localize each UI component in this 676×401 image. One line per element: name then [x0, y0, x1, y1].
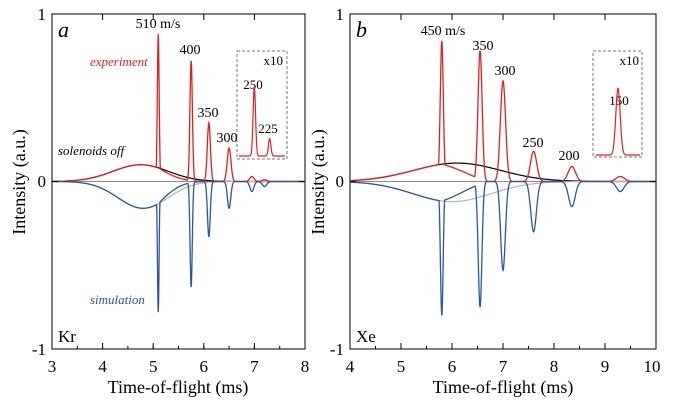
inset-scale-label: x10	[264, 53, 284, 68]
panel-b-x-tick-label: 10	[644, 357, 661, 376]
panel-b: 4 5 6 7 8 9 10 -1 0 1 Time-of-flight (ms…	[308, 5, 661, 398]
experiment-label: experiment	[90, 54, 148, 69]
panel-b-simulation-curve	[349, 180, 656, 316]
panel-b-letter: b	[356, 17, 367, 42]
inset-scale-label: x10	[620, 53, 640, 68]
panel-a-y-axis-title: Intensity (a.u.)	[9, 129, 30, 234]
panel-a-y-tick-label: 0	[38, 172, 47, 191]
panel-a-solenoids-off-curve	[52, 164, 305, 183]
panel-b-x-tick-label: 9	[601, 357, 610, 376]
panel-b-y-tick-label: -1	[330, 340, 344, 359]
panel-b-x-tick-label: 8	[550, 357, 559, 376]
panel-b-solenoids-off-simulation-curve	[349, 180, 656, 203]
peak-label: 350	[198, 106, 219, 121]
panel-a-element-label: Kr	[58, 327, 76, 346]
peak-label: 510 m/s	[136, 17, 181, 32]
panel-b-experiment-curve	[349, 40, 656, 183]
panel-a-x-tick-label: 3	[48, 357, 57, 376]
panel-b-element-label: Xe	[356, 327, 376, 346]
panel-a-x-tick-label: 6	[200, 357, 209, 376]
panel-b-y-axis-title: Intensity (a.u.)	[308, 129, 329, 234]
panel-b-x-tick-label: 4	[346, 357, 355, 376]
panel-b-x-tick-label: 5	[397, 357, 406, 376]
inset-peak-label: 225	[258, 121, 278, 136]
panel-a-x-tick-label: 5	[149, 357, 158, 376]
panel-b-y-tick-label: 1	[336, 5, 345, 24]
panel-b-x-axis-title: Time-of-flight (ms)	[433, 377, 574, 398]
panel-b-x-tick-label: 6	[448, 357, 457, 376]
panel-a-inset-box	[236, 50, 288, 160]
panel-a-x-axis-title: Time-of-flight (ms)	[108, 377, 249, 398]
peak-label: 350	[473, 39, 494, 54]
panel-a-ticks	[51, 13, 306, 350]
panel-a-x-tick-label: 8	[301, 357, 310, 376]
panel-b-inset-curve	[596, 87, 640, 156]
panel-a-inset-curve	[239, 84, 285, 157]
inset-peak-label: 250	[243, 77, 263, 92]
simulation-label: simulation	[90, 292, 145, 307]
panel-a-y-tick-label: -1	[32, 340, 46, 359]
panel-a-experiment-curve	[52, 34, 305, 183]
panel-b-inset-box	[592, 50, 643, 158]
panel-a-x-tick-label: 4	[98, 357, 107, 376]
peak-label: 300	[495, 64, 516, 79]
peak-label: 250	[523, 136, 544, 151]
peak-label: 400	[180, 43, 201, 58]
panel-a: 3 4 5 6 7 8 -1 0 1 Time-of-flight (ms) I…	[9, 5, 309, 398]
panel-b-y-tick-label: 0	[336, 172, 345, 191]
solenoids-off-label: solenoids off	[58, 143, 126, 158]
panel-a-solenoids-off-simulation-curve	[52, 180, 305, 209]
peak-label: 450 m/s	[421, 24, 466, 39]
panel-a-letter: a	[58, 17, 69, 42]
panel-b-x-tick-label: 7	[499, 357, 508, 376]
panel-b-solenoids-off-curve	[349, 162, 656, 183]
panel-a-y-tick-label: 1	[38, 5, 47, 24]
peak-label: 200	[559, 149, 580, 164]
panel-a-simulation-curve	[52, 180, 305, 313]
panel-b-ticks	[349, 13, 657, 350]
peak-label: 300	[217, 131, 238, 146]
panel-a-x-tick-label: 7	[250, 357, 259, 376]
